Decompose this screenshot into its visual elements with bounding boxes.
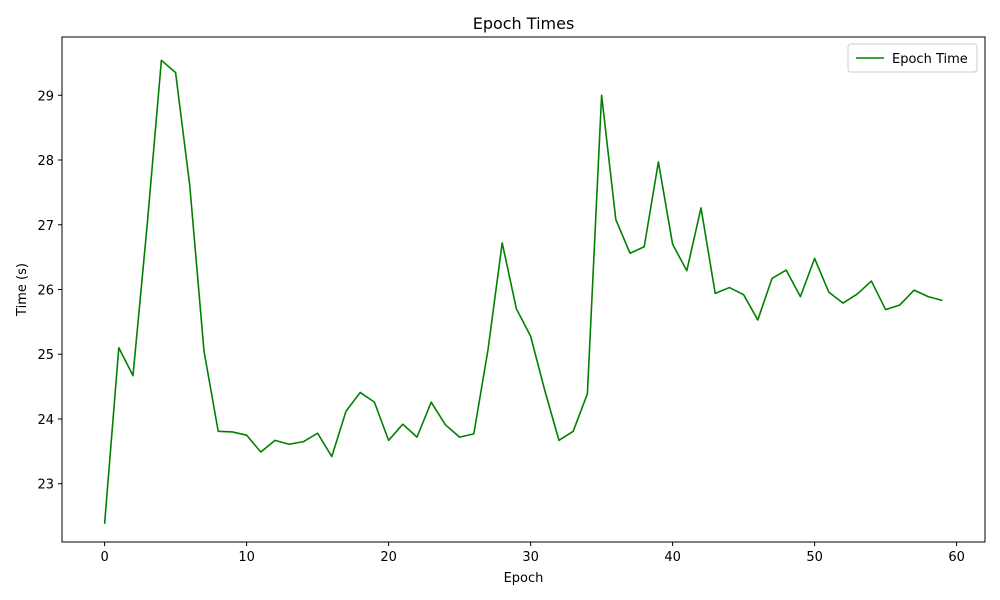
- y-axis-label: Time (s): [15, 263, 30, 317]
- x-axis: 0 10 20 30 40 50 60: [100, 542, 965, 565]
- y-tick-label: 28: [37, 154, 54, 169]
- y-tick-label: 23: [37, 478, 54, 493]
- plot-frame: [61, 36, 986, 543]
- y-tick-label: 24: [37, 413, 54, 428]
- y-axis: 23 24 25 26 27 28 29: [37, 89, 62, 493]
- x-tick-label: 50: [806, 550, 823, 565]
- y-tick-label: 29: [37, 89, 54, 104]
- legend-box: [847, 43, 978, 73]
- x-axis-label: Epoch: [504, 571, 544, 586]
- y-tick-label: 25: [37, 348, 54, 363]
- x-tick-label: 60: [948, 550, 965, 565]
- x-tick-label: 10: [238, 550, 255, 565]
- y-tick-label: 27: [37, 219, 54, 234]
- series-line-epoch-time: [103, 59, 943, 524]
- y-tick-label: 26: [37, 284, 54, 299]
- legend: Epoch Time: [847, 43, 978, 73]
- x-tick-label: 0: [100, 550, 108, 565]
- chart-title: Epoch Times: [473, 14, 575, 33]
- x-tick-label: 20: [380, 550, 397, 565]
- legend-label-epoch-time: Epoch Time: [892, 52, 968, 67]
- x-tick-label: 30: [522, 550, 539, 565]
- x-tick-label: 40: [664, 550, 681, 565]
